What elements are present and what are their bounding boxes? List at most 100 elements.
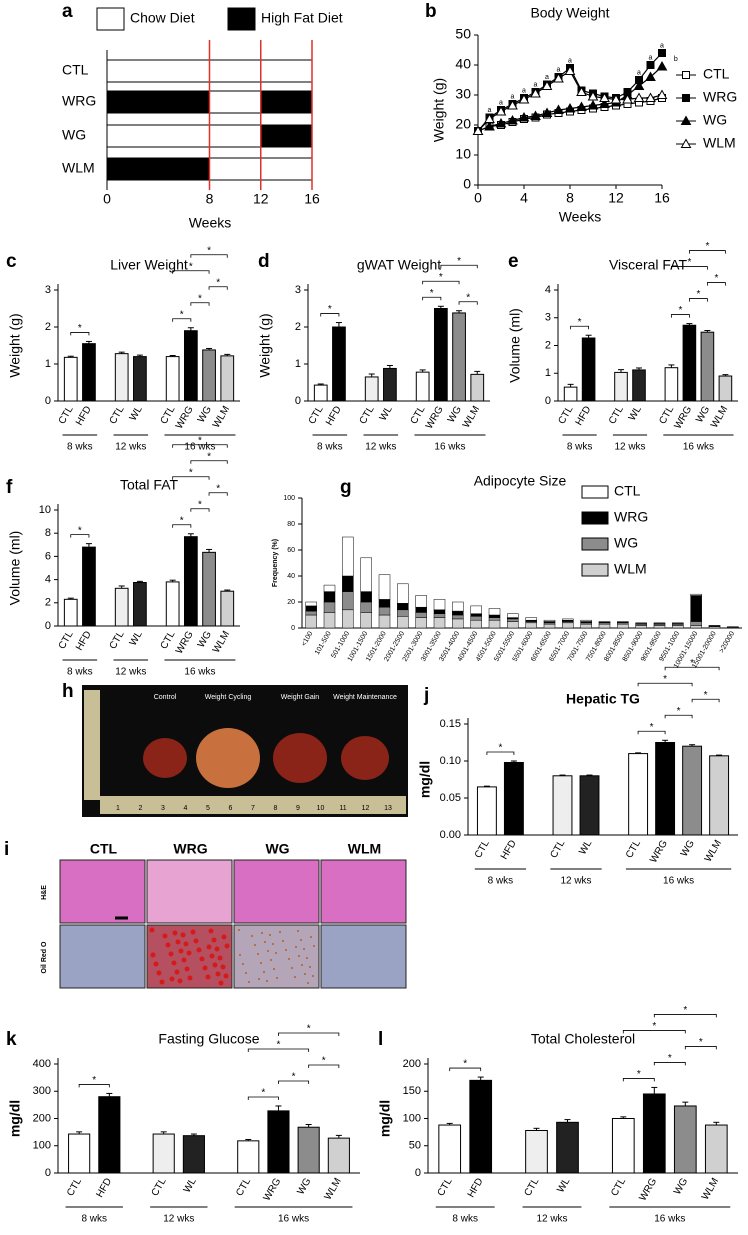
significance-label: * [198, 499, 202, 510]
x-tick-label: 0 [474, 190, 482, 206]
diet-segment [260, 90, 313, 114]
bar-segment [488, 608, 501, 616]
bar-segment [415, 606, 427, 613]
bar [82, 343, 96, 402]
point [495, 117, 507, 128]
significance-bracket [172, 476, 210, 480]
significance-label: * [198, 435, 202, 446]
x-tick-label: WL [128, 404, 145, 423]
bar-segment [342, 591, 354, 611]
x-axis-label: Weeks [189, 215, 232, 231]
significance-bracket [449, 1067, 482, 1072]
bar-segment [562, 622, 574, 629]
x-tick-label: CTL [436, 1176, 455, 1198]
significance-bracket [70, 534, 90, 538]
point [645, 71, 656, 81]
bar [632, 369, 646, 402]
bar-segment [415, 617, 427, 629]
x-tick-label: CTL [473, 838, 492, 860]
bar-segment [305, 601, 317, 607]
point [656, 89, 668, 99]
panel-letter: f [6, 477, 13, 498]
chart-title: Liver Weight [110, 257, 188, 273]
bar [383, 367, 397, 402]
x-tick-label: WG [196, 404, 214, 425]
bar-segment [378, 574, 391, 600]
ruler-number: 9 [296, 805, 300, 812]
panel-letter: j [423, 685, 429, 706]
x-tick-label: CTL [609, 1176, 628, 1198]
lipid-droplet [218, 980, 224, 986]
bar [563, 386, 578, 402]
y-axis-label: Weight (g) [431, 78, 447, 142]
ruler-number: 2 [139, 805, 143, 812]
y-tick-label: 0 [295, 395, 301, 407]
row-label: WRG [62, 93, 96, 109]
panel-letter: d [258, 251, 270, 272]
lipid-droplet [279, 931, 281, 933]
bar [682, 324, 697, 402]
bar-segment [433, 617, 446, 629]
y-tick-label: 1 [45, 358, 51, 370]
bar-segment [690, 621, 702, 626]
significance-label: * [216, 483, 220, 494]
point [656, 60, 668, 71]
significance-label: * [198, 293, 202, 304]
significance-label: * [328, 304, 332, 315]
lipid-droplet [156, 970, 162, 976]
legend-marker [682, 94, 690, 102]
y-axis-label: Weight (g) [7, 313, 23, 377]
significance-bracket [689, 250, 726, 254]
point [530, 110, 541, 120]
lipid-droplet [177, 978, 183, 984]
lipid-droplet [263, 971, 265, 973]
bar-segment [653, 622, 666, 624]
x-tick-label: WG [295, 1176, 313, 1197]
lipid-droplet [295, 946, 297, 948]
x-tick-label: CTL [234, 1176, 253, 1198]
bar [182, 1135, 205, 1174]
point [610, 93, 622, 104]
bar [152, 1133, 175, 1174]
point [576, 101, 587, 111]
significance-bracket [278, 1032, 340, 1036]
lipid-droplet [196, 947, 202, 953]
y-tick-label: 8 [45, 527, 51, 539]
bar-segment [415, 612, 427, 618]
bar-segment [690, 595, 702, 622]
lipid-droplet [215, 971, 221, 977]
panel-letter: e [508, 251, 519, 272]
bar-segment [488, 614, 501, 618]
significance-label: * [430, 288, 434, 299]
lipid-droplet [264, 941, 266, 943]
significance-label: * [668, 1053, 672, 1064]
group-label: 16 wks [683, 442, 714, 453]
y-tick-label: 0 [45, 395, 51, 407]
significance-bracket [172, 270, 210, 274]
row-label: H&E [41, 885, 48, 900]
lipid-droplet [298, 955, 300, 957]
y-tick-label: 2 [295, 321, 301, 333]
significance-label: * [650, 722, 654, 733]
y-tick-label: 40 [287, 573, 295, 580]
lipid-droplet [272, 943, 274, 945]
x-tick-label: WRG [648, 838, 670, 865]
column-label: WG [265, 841, 289, 857]
legend-swatch [581, 511, 609, 525]
x-tick-label: WRG [637, 1176, 659, 1203]
x-tick-label: WRG [174, 629, 196, 656]
lipid-droplet [172, 930, 178, 936]
bar [503, 761, 524, 836]
point [484, 113, 495, 123]
point [587, 99, 599, 110]
bar [183, 536, 198, 627]
panel-letter: b [425, 1, 437, 22]
significance-bracket [308, 1064, 340, 1068]
bar [452, 312, 466, 402]
x-tick-label: CTL [108, 404, 127, 426]
legend-label: WLM [614, 561, 647, 577]
lipid-droplet [181, 957, 187, 963]
bar [682, 745, 703, 836]
lipid-droplet [245, 972, 247, 974]
